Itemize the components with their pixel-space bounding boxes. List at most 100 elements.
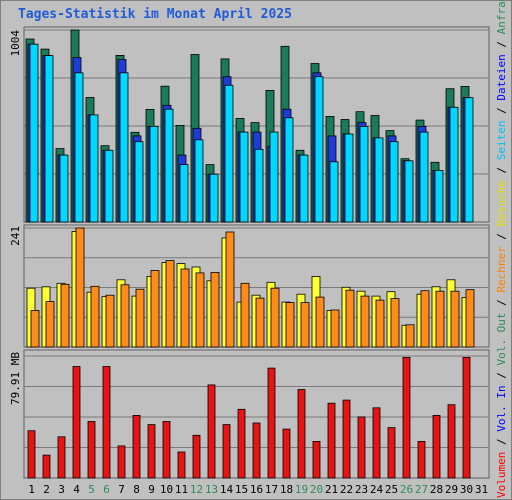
bar-requests-seiten-day-11	[179, 164, 189, 223]
bar-visits-rechner-day-22	[345, 289, 355, 348]
bar-requests-seiten-day-24	[374, 137, 384, 223]
bar-requests-seiten-day-6	[104, 149, 114, 223]
right-legend-part-10: Seiten	[495, 120, 508, 160]
bar-requests-seiten-day-1	[29, 43, 39, 223]
bar-visits-rechner-day-20	[315, 296, 325, 348]
bar-requests-seiten-day-8	[134, 141, 144, 223]
bar-visits-rechner-day-27	[420, 290, 430, 348]
panel-visits-grid	[24, 227, 489, 318]
right-legend-part-13: /	[495, 34, 508, 54]
x-tick-label-day-17: 17	[265, 483, 278, 496]
panel-requests	[23, 26, 490, 223]
x-tick-label-day-3: 3	[58, 483, 65, 496]
bar-visits-rechner-day-23	[360, 295, 370, 348]
right-legend-part-9: /	[495, 160, 508, 180]
chart-title: Tages-Statistik im Monat April 2025	[18, 7, 292, 22]
bar-visits-rechner-day-25	[390, 298, 400, 348]
bar-volume-volumen-day-30	[462, 356, 471, 479]
bar-requests-seiten-day-12	[194, 139, 204, 223]
bar-volume-volumen-day-26	[402, 356, 411, 479]
bar-visits-rechner-day-19	[300, 302, 310, 348]
bar-visits-rechner-day-13	[210, 271, 220, 348]
x-tick-label-day-2: 2	[43, 483, 50, 496]
x-tick-label-day-29: 29	[445, 483, 458, 496]
x-tick-label-day-26: 26	[400, 483, 413, 496]
bar-visits-rechner-day-9	[150, 270, 160, 348]
x-tick-label-day-1: 1	[28, 483, 35, 496]
bar-visits-rechner-day-1	[30, 310, 40, 348]
right-legend-part-8: Besuche	[495, 180, 508, 226]
right-legend: Volumen / Vol. In / Vol. Out / Rechner /…	[495, 0, 508, 498]
right-legend-part-6: Rechner	[495, 246, 508, 293]
x-tick-label-day-23: 23	[355, 483, 368, 496]
bar-visits-rechner-day-21	[330, 309, 340, 348]
x-tick-label-day-13: 13	[205, 483, 218, 496]
bar-visits-rechner-day-10	[165, 260, 175, 348]
bar-visits-rechner-day-2	[45, 301, 55, 348]
panel-volume-bars	[27, 356, 471, 479]
bar-visits-rechner-day-16	[255, 297, 265, 348]
bar-requests-seiten-day-18	[284, 117, 294, 223]
x-tick-label-day-8: 8	[133, 483, 140, 496]
x-tick-label-day-4: 4	[73, 483, 80, 496]
bar-volume-volumen-day-2	[42, 454, 51, 479]
bar-volume-volumen-day-12	[192, 434, 201, 479]
bar-requests-seiten-day-23	[359, 126, 369, 223]
bar-requests-seiten-day-30	[464, 97, 474, 223]
panel-volume-ymax-label: 79.91 MB	[9, 352, 22, 405]
bar-volume-volumen-day-19	[297, 389, 306, 479]
bar-visits-rechner-day-8	[135, 288, 145, 348]
x-tick-label-day-18: 18	[280, 483, 293, 496]
bar-volume-volumen-day-1	[27, 430, 36, 479]
right-legend-part-3: /	[495, 366, 508, 386]
bar-volume-volumen-day-13	[207, 384, 216, 479]
x-tick-label-day-19: 19	[295, 483, 308, 496]
bar-visits-rechner-day-24	[375, 299, 385, 348]
bar-requests-seiten-day-13	[209, 173, 219, 223]
x-tick-label-day-24: 24	[370, 483, 384, 496]
bar-visits-rechner-day-14	[225, 231, 235, 348]
bar-visits-rechner-day-29	[450, 290, 460, 348]
bar-requests-seiten-day-9	[149, 126, 159, 223]
x-axis-labels: 1 2 3 4 5 6 7 8 9 10 11 12 13 14 15 16 17 18 19 20 21 22 23 24 2…	[28, 483, 488, 496]
bar-volume-volumen-day-7	[117, 445, 126, 479]
bar-volume-volumen-day-11	[177, 451, 186, 479]
x-tick-label-day-15: 15	[235, 483, 248, 496]
x-tick-label-day-20: 20	[310, 483, 323, 496]
bar-volume-volumen-day-24	[372, 407, 381, 479]
x-tick-label-day-9: 9	[148, 483, 155, 496]
right-legend-part-2: Vol. In	[495, 385, 508, 431]
bar-volume-volumen-day-29	[447, 404, 456, 479]
bar-requests-seiten-day-2	[44, 55, 54, 223]
right-legend-part-1: /	[495, 432, 508, 452]
right-legend-part-12: Dateien	[495, 54, 508, 100]
bar-requests-seiten-day-22	[344, 133, 354, 223]
bar-volume-volumen-day-8	[132, 414, 141, 479]
bar-visits-rechner-day-4	[75, 227, 85, 348]
bar-volume-volumen-day-20	[312, 440, 321, 479]
bar-volume-volumen-day-3	[57, 436, 66, 479]
x-tick-label-day-12: 12	[190, 483, 203, 496]
bar-requests-seiten-day-15	[239, 131, 249, 223]
bar-volume-volumen-day-18	[282, 428, 291, 479]
panel-visits-bars	[26, 227, 475, 348]
panel-visits	[23, 224, 490, 348]
bar-visits-rechner-day-26	[405, 324, 415, 348]
x-tick-label-day-21: 21	[325, 483, 338, 496]
bar-requests-seiten-day-29	[449, 106, 459, 223]
right-legend-part-14: Anfragen	[495, 0, 508, 34]
bar-requests-seiten-day-21	[329, 161, 339, 223]
bar-visits-rechner-day-11	[180, 268, 190, 348]
x-tick-label-day-28: 28	[430, 483, 443, 496]
x-tick-label-day-27: 27	[415, 483, 428, 496]
bar-visits-rechner-day-12	[195, 272, 205, 348]
panel-requests-ymax-label: 1004	[9, 30, 22, 57]
x-tick-label-day-30: 30	[460, 483, 473, 496]
bar-requests-seiten-day-3	[59, 154, 69, 223]
x-tick-label-day-10: 10	[160, 483, 173, 496]
x-tick-label-day-11: 11	[175, 483, 188, 496]
right-legend-part-5: /	[495, 293, 508, 313]
x-tick-label-day-14: 14	[220, 483, 234, 496]
